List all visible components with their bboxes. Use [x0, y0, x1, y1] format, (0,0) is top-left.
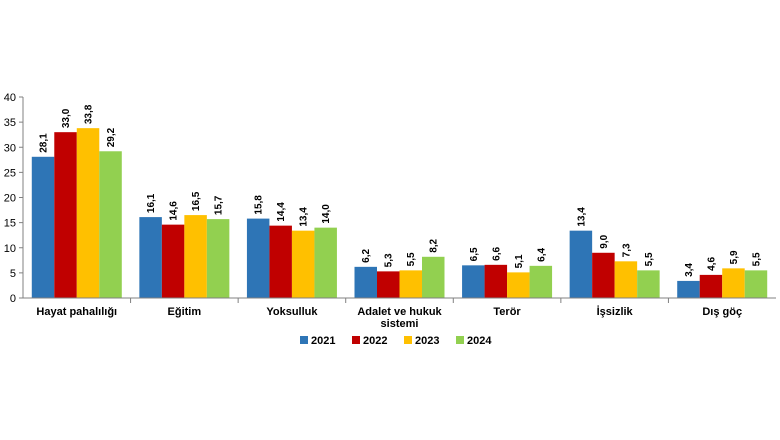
bar — [206, 219, 230, 298]
data-label: 5,1 — [514, 254, 525, 268]
category-label: Dış göç — [702, 306, 742, 318]
bar — [139, 217, 162, 298]
bar — [399, 270, 422, 298]
data-label: 3,4 — [684, 263, 695, 277]
data-label: 8,2 — [429, 238, 440, 252]
data-label: 28,1 — [39, 133, 50, 153]
data-label: 29,2 — [106, 127, 117, 147]
category-label: İşsizlik — [597, 305, 634, 318]
bar — [184, 215, 207, 298]
data-label: 13,4 — [576, 207, 587, 227]
bar — [637, 270, 660, 298]
legend-label: 2023 — [415, 335, 439, 347]
data-label: 14,0 — [321, 204, 332, 224]
data-label: 6,4 — [536, 248, 547, 262]
category-label: Yoksulluk — [266, 306, 318, 318]
bar — [529, 265, 553, 298]
data-label: 33,0 — [61, 108, 72, 128]
bar — [614, 261, 638, 298]
bar — [422, 256, 445, 298]
legend-swatch — [456, 336, 464, 344]
category-label: sistemi — [381, 318, 419, 330]
bar — [246, 218, 270, 298]
legend-label: 2021 — [311, 335, 335, 347]
bar — [722, 268, 745, 298]
data-label: 9,0 — [599, 234, 610, 248]
y-tick-label: 10 — [4, 243, 16, 255]
data-label: 5,5 — [406, 252, 417, 266]
data-label: 6,6 — [491, 246, 502, 260]
data-label: 14,4 — [276, 202, 287, 222]
y-tick-label: 5 — [10, 268, 16, 280]
data-label: 33,8 — [84, 104, 95, 124]
bar — [462, 265, 485, 298]
bar — [31, 156, 55, 298]
data-label: 6,5 — [469, 247, 480, 261]
bar — [54, 132, 77, 298]
y-tick-label: 0 — [10, 293, 16, 305]
data-label: 7,3 — [621, 243, 632, 257]
bar — [744, 270, 768, 298]
bar — [377, 271, 400, 298]
bar — [699, 274, 723, 298]
bar — [569, 230, 593, 298]
bar — [507, 272, 530, 298]
legend-swatch — [352, 336, 360, 344]
data-label: 13,4 — [299, 207, 310, 227]
bar — [99, 151, 122, 298]
category-label: Hayat pahalılığı — [36, 306, 117, 318]
y-tick-label: 40 — [4, 92, 16, 104]
data-label: 6,2 — [361, 249, 372, 263]
y-tick-label: 30 — [4, 142, 16, 154]
y-tick-label: 15 — [4, 218, 16, 230]
bar — [677, 280, 700, 298]
bar — [484, 264, 508, 298]
data-label: 15,8 — [254, 195, 265, 215]
data-label: 5,5 — [644, 252, 655, 266]
category-label: Terör — [493, 306, 521, 318]
data-label: 5,9 — [729, 250, 740, 264]
category-label: Adalet ve hukuk — [357, 306, 442, 318]
data-label: 4,6 — [706, 257, 717, 271]
legend-label: 2024 — [467, 335, 492, 347]
bar — [76, 128, 100, 298]
y-tick-label: 35 — [4, 117, 16, 129]
data-label: 5,5 — [751, 252, 762, 266]
data-label: 16,5 — [191, 191, 202, 211]
legend-label: 2022 — [363, 335, 387, 347]
y-tick-label: 25 — [4, 167, 16, 179]
data-label: 16,1 — [146, 193, 157, 213]
category-label: Eğitim — [168, 306, 202, 318]
bar — [269, 225, 292, 298]
data-labels: 28,1 33,0 33,8 29,2 16,1 14,6 16,5 15,7 15,8 14,4… — [39, 104, 763, 277]
y-tick-label: 20 — [4, 193, 16, 205]
y-axis: 0 5 10 15 20 25 30 35 40 — [4, 92, 24, 305]
bar — [354, 266, 377, 298]
data-label: 5,3 — [384, 253, 395, 267]
data-label: 15,7 — [214, 195, 225, 215]
legend-swatch — [300, 336, 308, 344]
bar — [291, 230, 315, 298]
legend: 2021 2022 2023 2024 — [300, 335, 492, 347]
bars — [31, 128, 768, 298]
x-axis: Hayat pahalılığı Eğitim Yoksulluk Adalet ve… — [23, 297, 776, 330]
bar — [161, 224, 185, 298]
data-label: 14,6 — [169, 201, 180, 221]
legend-swatch — [404, 336, 412, 344]
bar — [592, 252, 615, 298]
bar — [314, 227, 337, 298]
